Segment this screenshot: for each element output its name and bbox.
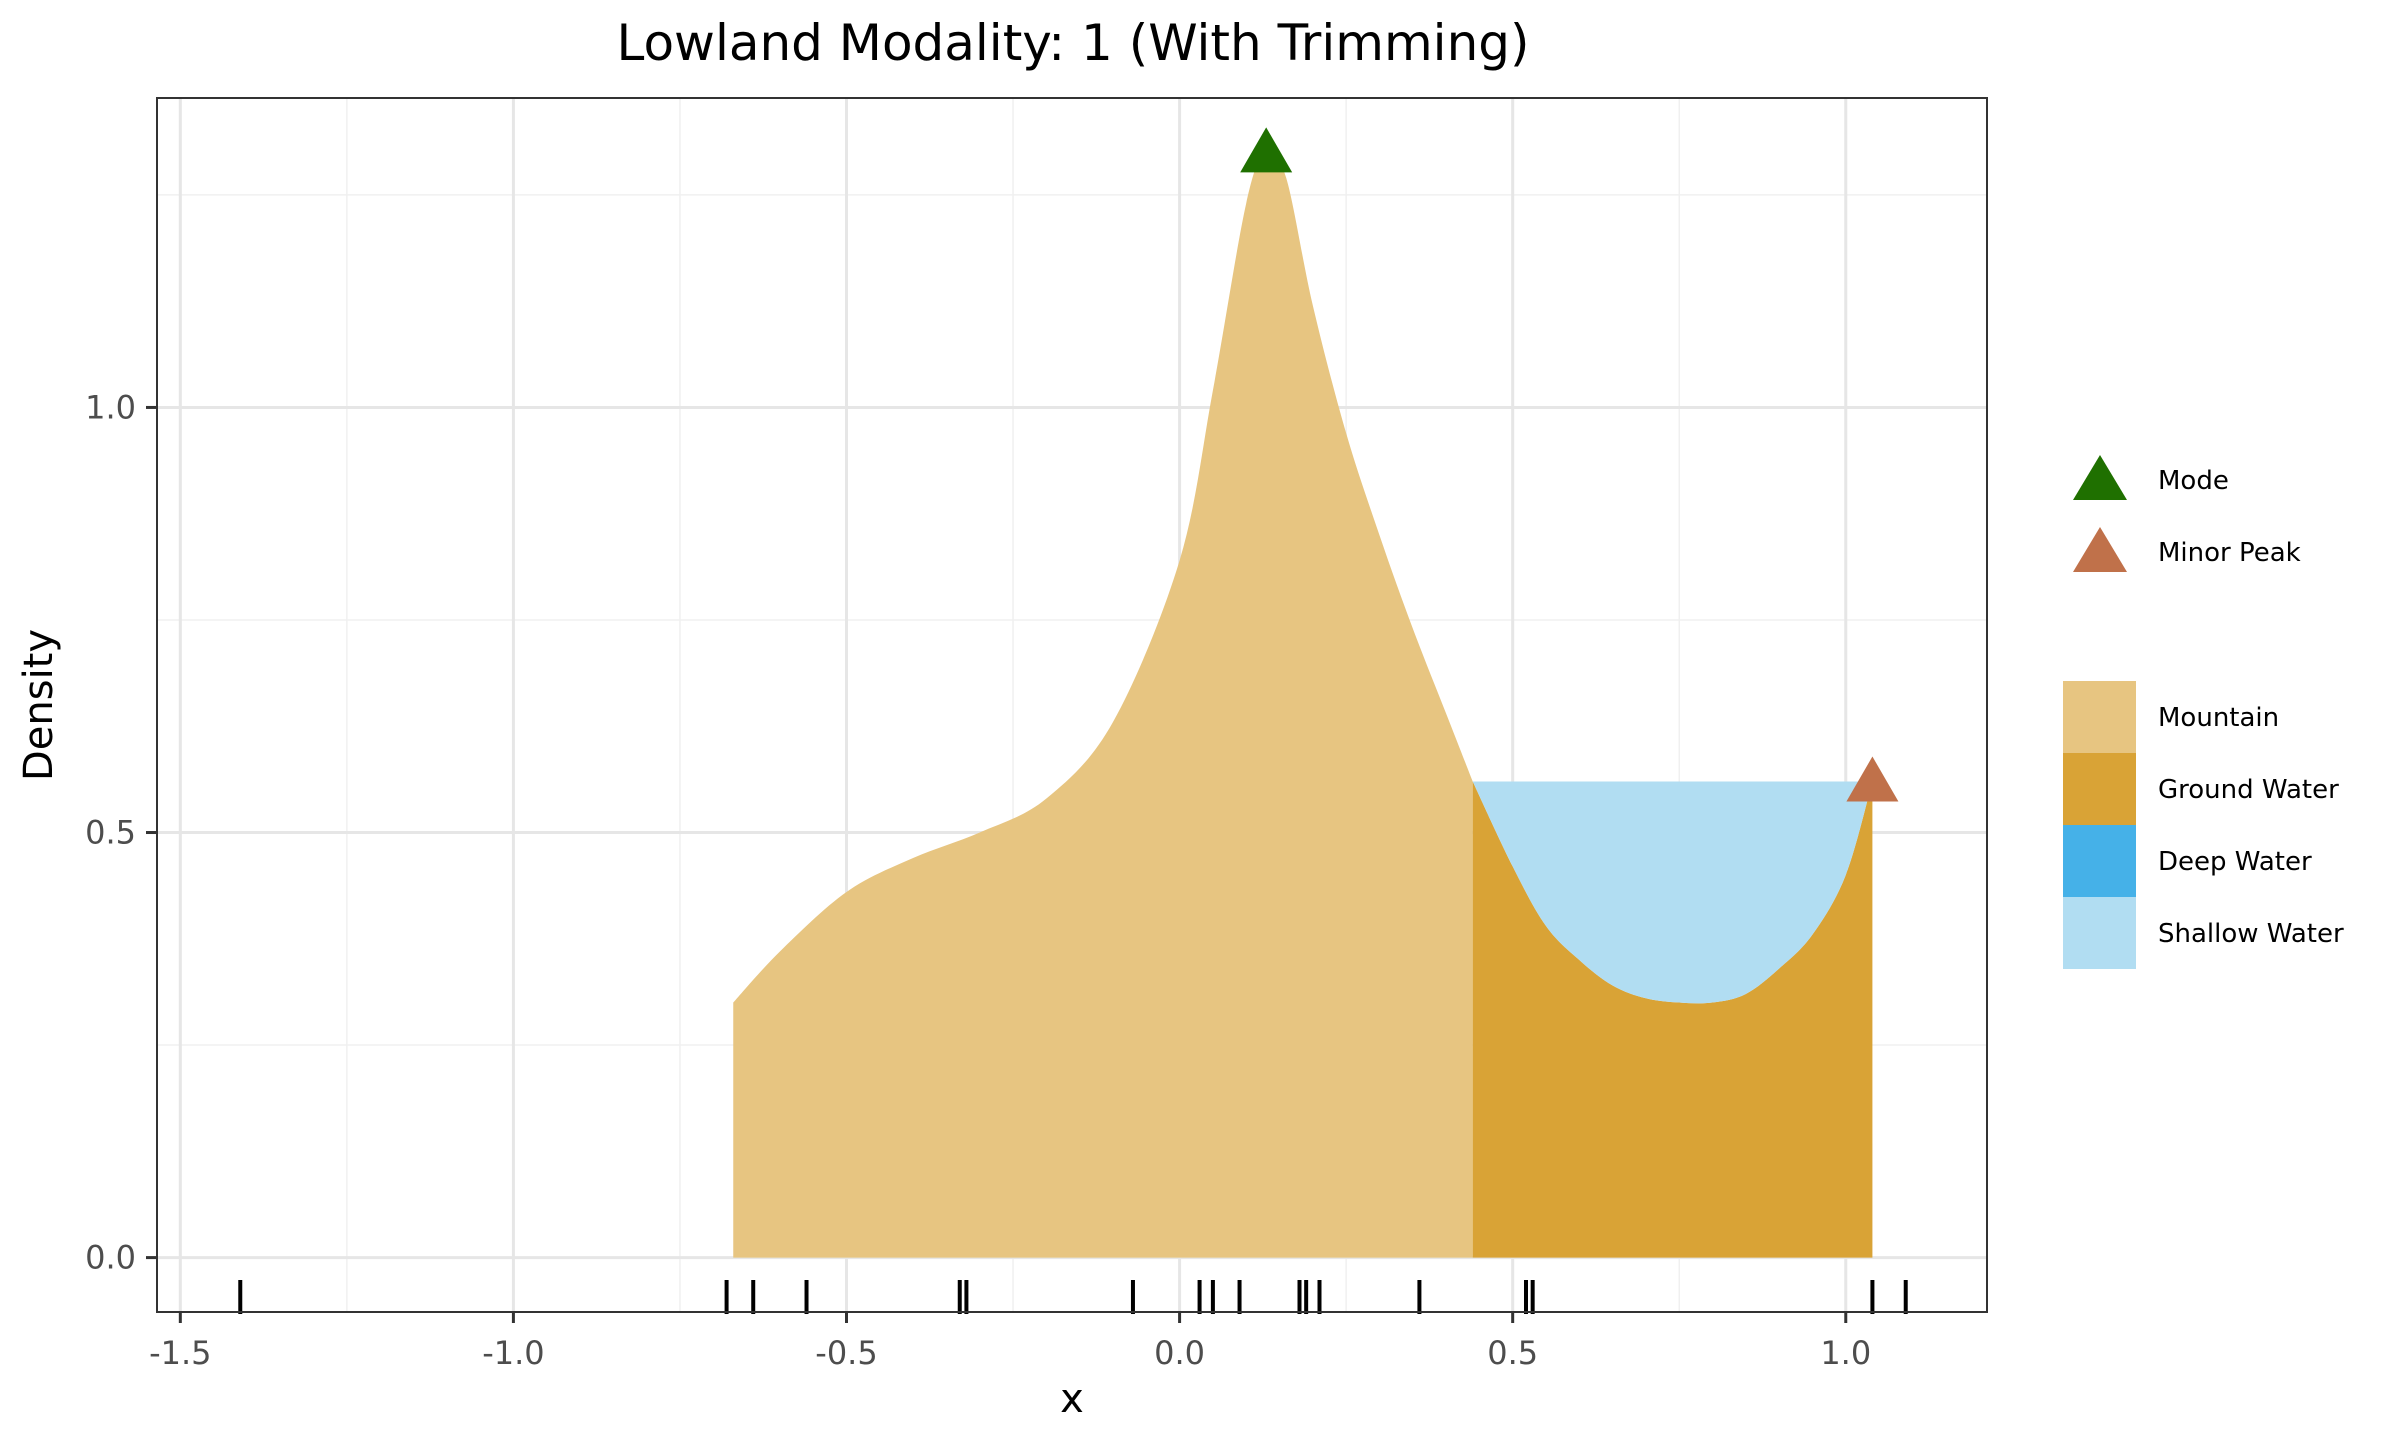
- legend-label: Mountain: [2158, 703, 2279, 733]
- area-mountain: [733, 150, 1473, 1258]
- x-tick-label: -1.0: [482, 1334, 544, 1372]
- x-tick-label: -1.5: [149, 1334, 211, 1372]
- y-tick-label: 0.5: [85, 814, 136, 852]
- y-axis-title: Density: [16, 629, 62, 781]
- x-tick-label: 0.0: [1154, 1334, 1205, 1372]
- legend-swatch-mountain: [2063, 681, 2136, 753]
- y-tick-label: 1.0: [85, 388, 136, 426]
- y-axis: 0.0 0.5 1.0: [85, 388, 157, 1277]
- legend-label: Mode: [2158, 466, 2229, 496]
- legend-marker-mode: [2073, 455, 2127, 500]
- chart-title: Lowland Modality: 1 (With Trimming): [616, 14, 1529, 72]
- x-axis-title: x: [1060, 1376, 1084, 1422]
- legend-swatch-deep-water: [2063, 825, 2136, 897]
- peak-marker-minor-peak: [1846, 756, 1899, 802]
- area-ground-water: [1472, 781, 1873, 1258]
- plot-border: [156, 97, 1988, 1313]
- density-areas: [733, 150, 1873, 1258]
- x-tick-label: 0.5: [1487, 1334, 1538, 1372]
- x-axis: -1.5 -1.0 -0.5 0.0 0.5 1.0: [149, 1312, 1871, 1372]
- peak-markers: [1240, 127, 1899, 802]
- y-tick-label: 0.0: [85, 1239, 136, 1277]
- peak-marker-mode: [1240, 127, 1293, 173]
- rug-marks: [238, 1280, 1908, 1314]
- legend-label: Deep Water: [2158, 847, 2312, 877]
- legend-label: Shallow Water: [2158, 919, 2344, 949]
- legend-swatch-shallow-water: [2063, 897, 2136, 969]
- legend-label: Ground Water: [2158, 775, 2339, 805]
- legend-swatch-ground-water: [2063, 753, 2136, 825]
- legend: Mode Minor Peak Mountain Ground Water Deep W…: [2063, 455, 2344, 969]
- x-tick-label: 1.0: [1820, 1334, 1871, 1372]
- legend-label: Minor Peak: [2158, 538, 2301, 568]
- x-tick-label: -0.5: [815, 1334, 877, 1372]
- legend-marker-minor-peak: [2073, 527, 2127, 572]
- area-shallow-water: [1472, 781, 1873, 1004]
